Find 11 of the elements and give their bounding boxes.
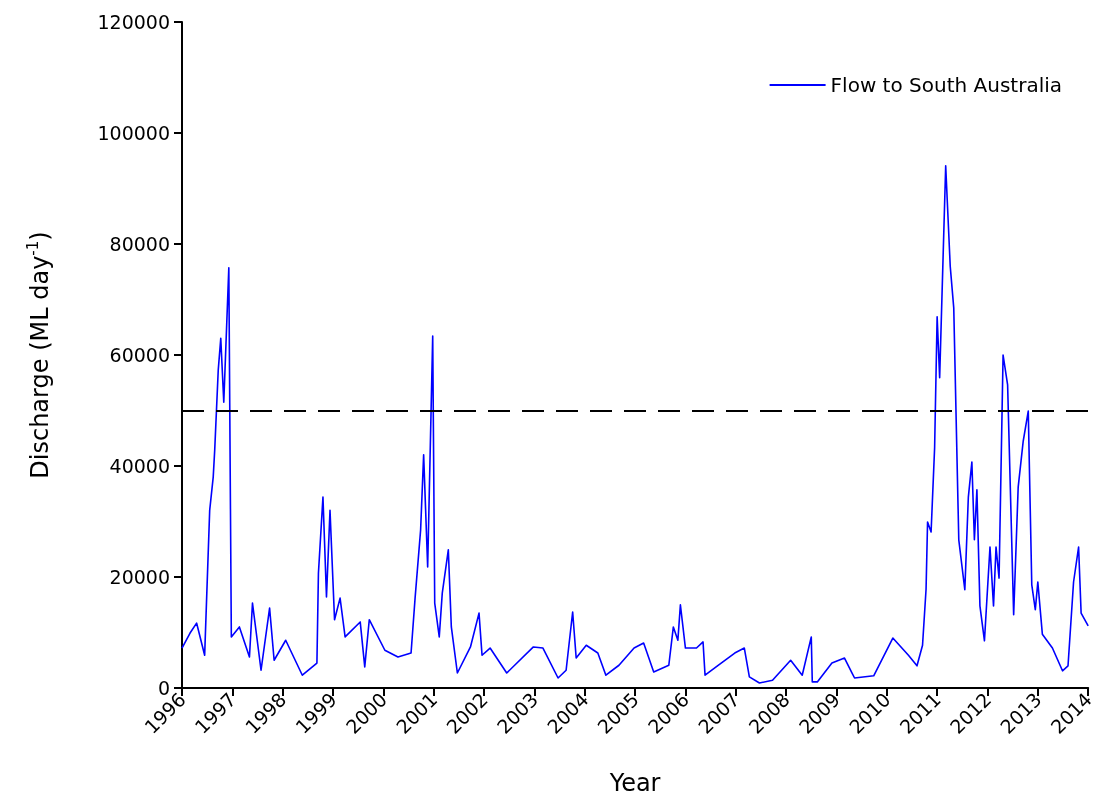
y-axis-title: Discharge (ML day-1) [23,231,54,479]
y-tick-label: 0 [157,677,170,699]
y-tick-label: 20000 [109,566,170,588]
line-series [181,164,1089,684]
y-tick-label: 120000 [97,11,170,33]
y-tick-label: 60000 [109,344,170,366]
x-axis-title: Year [608,769,661,797]
legend-label: Flow to South Australia [830,73,1063,97]
y-tick-label: 80000 [109,233,170,255]
y-tick-label: 40000 [109,455,170,477]
y-tick-label: 100000 [97,122,170,144]
